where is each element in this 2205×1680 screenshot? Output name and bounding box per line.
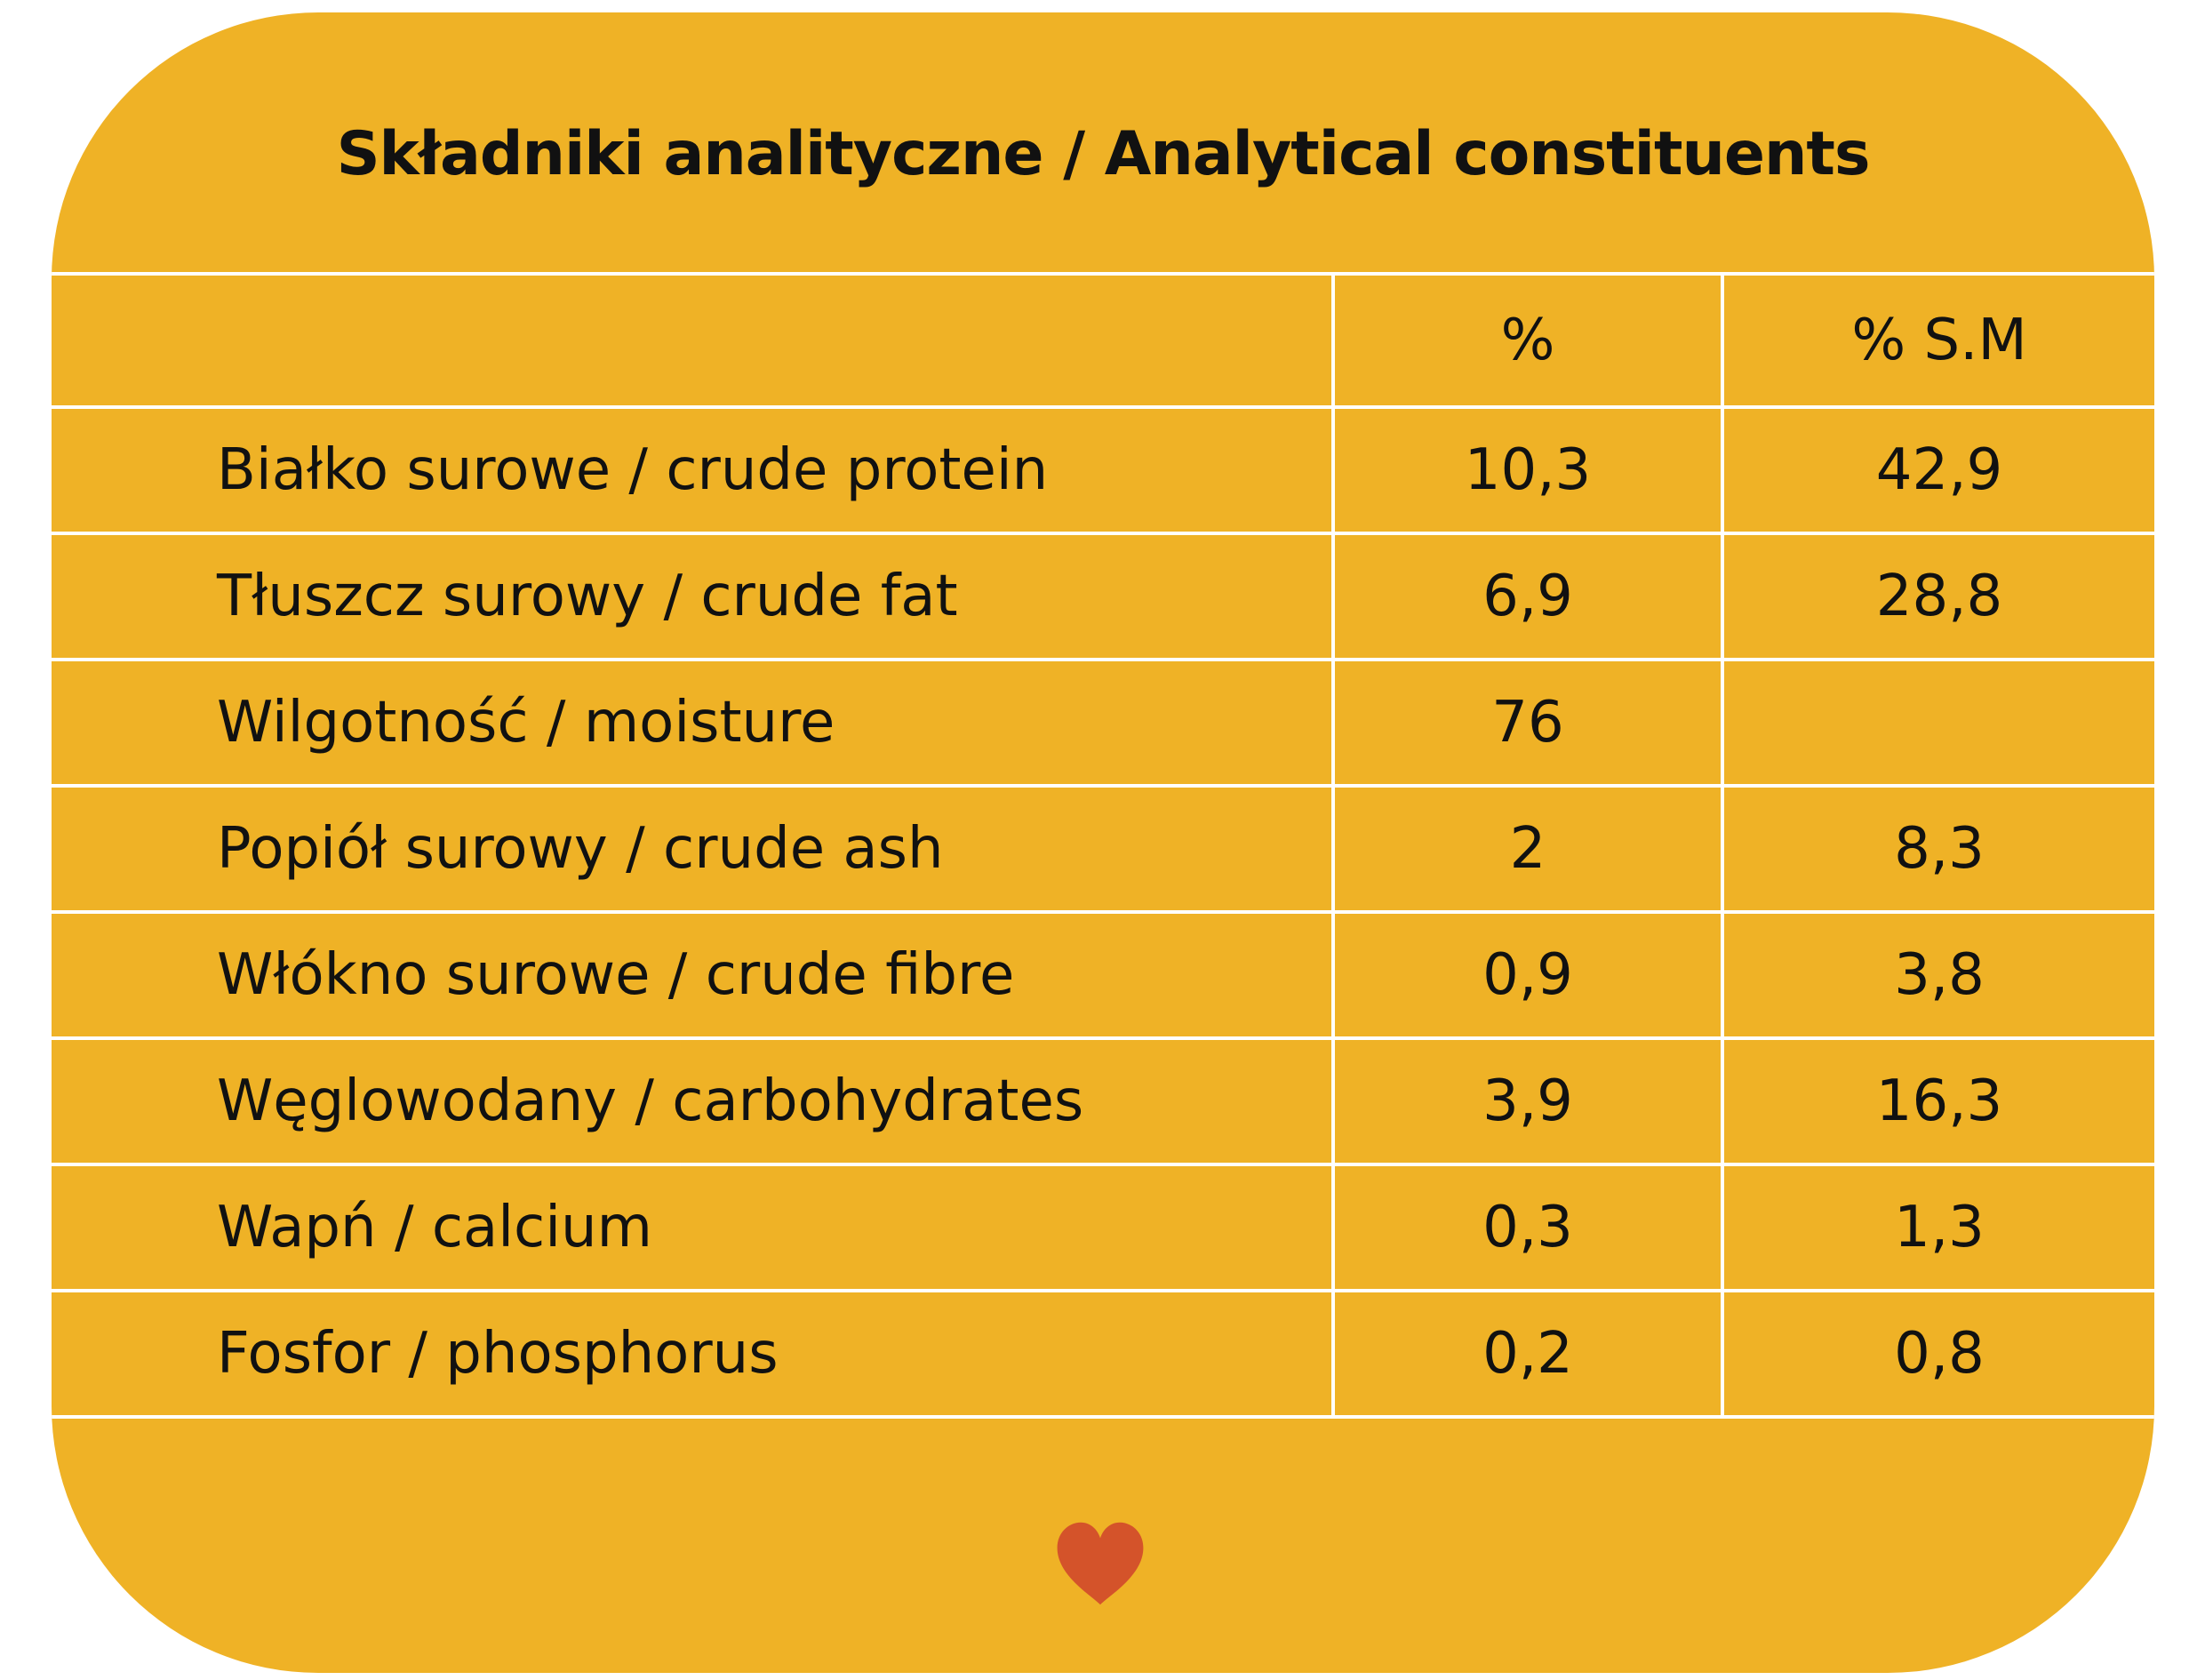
row-label: Fosfor / phosphorus (52, 1289, 1335, 1419)
row-label: Włókno surowe / crude fibre (52, 910, 1335, 1040)
row-dry-matter: 0,8 (1721, 1289, 2154, 1419)
row-dry-matter: 28,8 (1721, 532, 2154, 661)
row-label: Białko surowe / crude protein (52, 405, 1335, 535)
analytical-constituents-card: Składniki analityczne / Analytical const… (52, 12, 2154, 1673)
row-percent: 3,9 (1331, 1036, 1724, 1166)
table-row: Włókno surowe / crude fibre 0,9 3,8 (52, 910, 2154, 1040)
row-percent: 6,9 (1331, 532, 1724, 661)
table-row: Wapń / calcium 0,3 1,3 (52, 1163, 2154, 1292)
header-label (52, 272, 1335, 409)
row-label: Wapń / calcium (52, 1163, 1335, 1292)
row-percent: 10,3 (1331, 405, 1724, 535)
table-row: Fosfor / phosphorus 0,2 0,8 (52, 1289, 2154, 1419)
row-label: Wilgotność / moisture (52, 658, 1335, 788)
row-percent: 76 (1331, 658, 1724, 788)
table-row: Tłuszcz surowy / crude fat 6,9 28,8 (52, 532, 2154, 661)
row-dry-matter: 42,9 (1721, 405, 2154, 535)
page-title: Składniki analityczne / Analytical const… (336, 119, 1871, 189)
table-header-row: % % S.M (52, 272, 2154, 409)
table-row: Węglowodany / carbohydrates 3,9 16,3 (52, 1036, 2154, 1166)
row-percent: 0,3 (1331, 1163, 1724, 1292)
row-percent: 0,9 (1331, 910, 1724, 1040)
row-percent: 0,2 (1331, 1289, 1724, 1419)
constituents-table: % % S.M Białko surowe / crude protein 10… (52, 272, 2154, 1472)
header-percent: % (1331, 272, 1724, 409)
row-label: Węglowodany / carbohydrates (52, 1036, 1335, 1166)
header-dry-matter: % S.M (1721, 272, 2154, 409)
heart-icon (1057, 1522, 1144, 1605)
row-dry-matter: 1,3 (1721, 1163, 2154, 1292)
table-row: Popiół surowy / crude ash 2 8,3 (52, 784, 2154, 914)
row-label: Popiół surowy / crude ash (52, 784, 1335, 914)
row-dry-matter: 16,3 (1721, 1036, 2154, 1166)
row-percent: 2 (1331, 784, 1724, 914)
table-row: Białko surowe / crude protein 10,3 42,9 (52, 405, 2154, 535)
row-label: Tłuszcz surowy / crude fat (52, 532, 1335, 661)
table-row: Wilgotność / moisture 76 (52, 658, 2154, 788)
row-dry-matter (1721, 658, 2154, 788)
row-dry-matter: 3,8 (1721, 910, 2154, 1040)
row-dry-matter: 8,3 (1721, 784, 2154, 914)
